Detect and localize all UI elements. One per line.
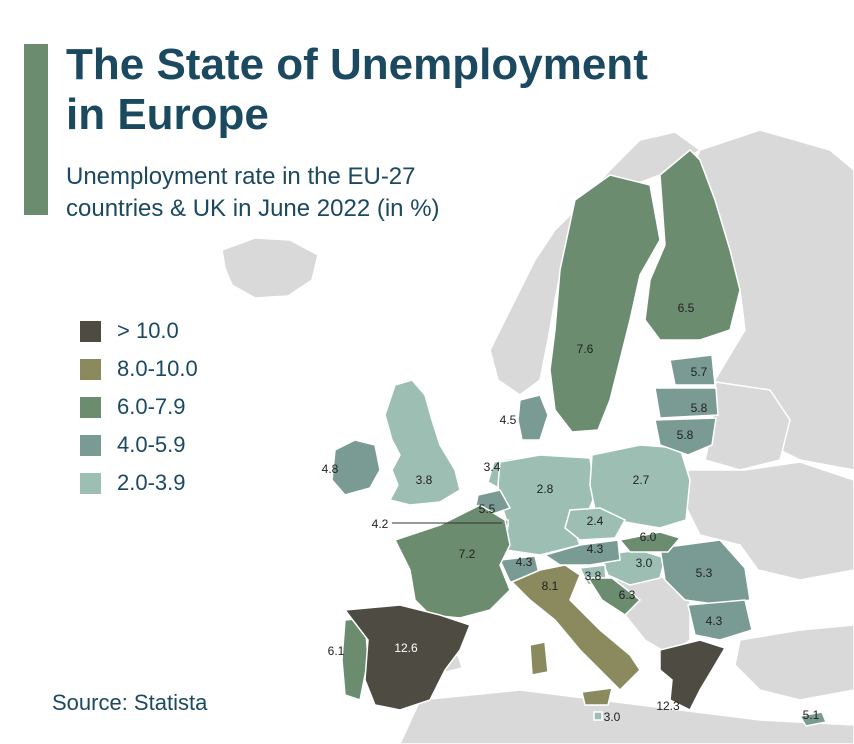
sweden-shape	[549, 174, 661, 433]
ireland-value-label: 4.8	[322, 462, 339, 476]
portugal-value-label: 6.1	[328, 644, 345, 658]
luxembourg-value-label: 4.2	[372, 517, 389, 531]
lithuania-shape	[654, 417, 717, 456]
legend-swatch	[80, 358, 101, 380]
greece-shape	[659, 639, 727, 712]
legend-label: 2.0-3.9	[117, 470, 186, 495]
title-line-1: The State of Unemployment	[66, 40, 648, 89]
belgium-value-label: 5.5	[479, 502, 496, 516]
cyprus-value-label: 5.1	[803, 708, 820, 722]
legend-label: 4.0-5.9	[117, 432, 186, 457]
italy-value-label: 8.1	[542, 579, 559, 593]
estonia-shape	[669, 354, 716, 386]
legend-item-4-to-5-9: 4.0-5.9	[80, 426, 198, 464]
denmark-shape	[517, 394, 549, 441]
finland-shape	[644, 148, 741, 341]
subtitle-line-2: countries & UK in June 2022 (in %)	[66, 195, 440, 222]
legend-swatch	[80, 472, 101, 494]
page-title: The State of Unemployment in Europe	[66, 40, 648, 140]
uk-shape	[384, 379, 461, 506]
finland-value-label: 6.5	[678, 301, 695, 315]
legend-label: 8.0-10.0	[117, 356, 198, 381]
subtitle-line-1: Unemployment rate in the EU-27	[66, 163, 416, 190]
legend-item-2-to-3-9: 2.0-3.9	[80, 464, 198, 502]
ireland-shape	[331, 439, 381, 496]
legend-item-8-to-10: 8.0-10.0	[80, 350, 198, 388]
legend-item-over-10: > 10.0	[80, 312, 198, 350]
turkey	[734, 624, 854, 701]
accent-bar	[24, 44, 48, 215]
legend-item-6-to-7-9: 6.0-7.9	[80, 388, 198, 426]
italy-shape	[510, 564, 641, 692]
malta-value-label: 3.0	[604, 710, 621, 724]
non-eu-land	[221, 129, 854, 744]
sardinia-shape	[529, 641, 549, 676]
lithuania-value-label: 5.8	[677, 428, 694, 442]
france-value-label: 7.2	[459, 547, 476, 561]
poland-shape	[589, 444, 691, 529]
countries-over-10	[343, 604, 727, 712]
countries-6-to-7-9	[341, 148, 741, 701]
hungary-value-label: 3.0	[636, 556, 653, 570]
germany-value-label: 2.8	[537, 482, 554, 496]
slovakia-value-label: 6.0	[640, 530, 657, 544]
bulgaria-value-label: 4.3	[706, 614, 723, 628]
malta-shape	[593, 711, 603, 721]
slovakia-shape	[618, 531, 682, 553]
estonia-value-label: 5.7	[691, 365, 708, 379]
austria-value-label: 4.3	[587, 542, 604, 556]
uk-value-label: 3.8	[416, 473, 433, 487]
legend-swatch	[80, 320, 101, 342]
croatia-value-label: 6.3	[619, 588, 636, 602]
spain-value-label: 12.6	[394, 641, 418, 655]
page-subtitle: Unemployment rate in the EU-27 countries…	[66, 161, 546, 225]
legend-swatch	[80, 396, 101, 418]
legend-label: > 10.0	[117, 318, 179, 343]
czechia-value-label: 2.4	[587, 514, 604, 528]
denmark-value-label: 4.5	[500, 413, 517, 427]
france-shape	[393, 504, 511, 619]
value-labels: 6.5 7.6 5.7 5.8 5.8 4.5 4.8 3.8 3.4 5.5 …	[322, 301, 820, 724]
bulgaria-shape	[687, 599, 753, 641]
romania-value-label: 5.3	[696, 566, 713, 580]
switzerland-value-label: 4.3	[516, 555, 533, 569]
slovenia-value-label: 3.8	[585, 569, 602, 583]
czechia-shape	[564, 507, 627, 541]
source-note: Source: Statista	[52, 690, 208, 715]
greece-value-label: 12.3	[656, 699, 680, 713]
croatia-shape	[586, 577, 642, 616]
sweden-value-label: 7.6	[577, 342, 594, 356]
poland-value-label: 2.7	[633, 473, 650, 487]
spain-shape	[343, 604, 471, 711]
ukraine	[684, 461, 854, 581]
legend-swatch	[80, 434, 101, 456]
norway-region	[489, 131, 702, 396]
austria-shape	[543, 539, 621, 566]
legend-label: 6.0-7.9	[117, 394, 186, 419]
cyprus-shape	[798, 711, 828, 727]
iceland	[221, 237, 319, 299]
sicily-shape	[581, 687, 613, 706]
latvia-shape	[654, 387, 719, 419]
countries-2-to-3-9	[384, 379, 691, 721]
countries-8-to-10	[510, 564, 641, 706]
latvia-value-label: 5.8	[691, 401, 708, 415]
netherlands-value-label: 3.4	[484, 460, 501, 474]
countries-4-to-5-9	[331, 354, 828, 727]
north-africa	[399, 689, 854, 744]
title-line-2: in Europe	[66, 90, 269, 139]
legend: > 10.0 8.0-10.0 6.0-7.9 4.0-5.9 2.0-3.9	[80, 312, 198, 502]
